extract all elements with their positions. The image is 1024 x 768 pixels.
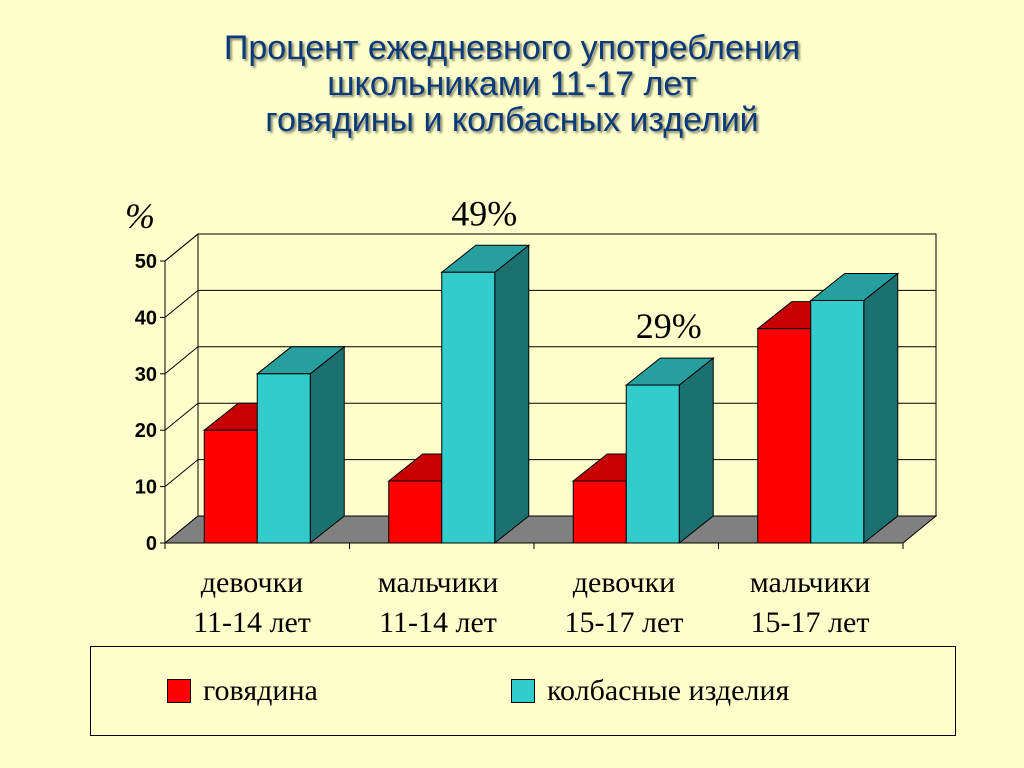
title-line-3: говядины и колбасных изделий bbox=[265, 101, 759, 139]
bar-beef-4 bbox=[757, 328, 812, 544]
legend-swatch-sausage bbox=[511, 679, 535, 703]
category-label-1: девочки 11-14 лет bbox=[152, 563, 352, 643]
bar-sausage-3 bbox=[625, 384, 680, 544]
y-tick-label-50: 50 bbox=[135, 251, 157, 273]
category-label-3: девочки 15-17 лет bbox=[524, 563, 724, 643]
category-label-2-line1: мальчики bbox=[377, 566, 499, 599]
legend-label-beef: говядина bbox=[203, 674, 318, 707]
y-axis-label: % bbox=[125, 196, 155, 236]
category-label-2: мальчики 11-14 лет bbox=[338, 563, 538, 643]
category-label-1-line1: девочки bbox=[200, 566, 304, 599]
legend-item-sausage: колбасные изделия bbox=[511, 673, 789, 709]
category-label-4-line2: 15-17 лет bbox=[750, 606, 870, 639]
gridline-side-20 bbox=[164, 402, 199, 431]
bar-sausage-4 bbox=[810, 299, 865, 544]
category-label-4-line1: мальчики bbox=[749, 566, 871, 599]
gridline-side-40 bbox=[164, 290, 199, 318]
legend-swatch-beef bbox=[167, 679, 191, 703]
category-label-3-line2: 15-17 лет bbox=[564, 606, 684, 639]
gridline-side-30 bbox=[164, 346, 199, 375]
bar-sausage-1-side bbox=[309, 345, 345, 545]
legend-item-beef: говядина bbox=[167, 673, 318, 709]
annotation-1: 49% bbox=[451, 193, 517, 233]
y-tick-label-0: 0 bbox=[146, 533, 157, 555]
category-label-3-line1: девочки bbox=[572, 566, 676, 599]
bar-sausage-1 bbox=[256, 373, 311, 544]
category-label-2-line2: 11-14 лет bbox=[379, 606, 497, 639]
gridline-side-50 bbox=[164, 233, 199, 262]
y-tick-label-30: 30 bbox=[135, 364, 157, 386]
gridline-side-10 bbox=[164, 459, 199, 487]
bar-sausage-2 bbox=[441, 271, 496, 544]
chart-title: Процент ежедневного употребления школьни… bbox=[0, 30, 1024, 138]
bar-sausage-4-side bbox=[863, 272, 899, 545]
bar-beef-3 bbox=[572, 480, 627, 544]
title-line-1: Процент ежедневного употребления bbox=[223, 29, 801, 67]
chart-side-wall bbox=[164, 232, 199, 545]
legend-label-sausage: колбасные изделия bbox=[547, 674, 790, 707]
bar-beef-2 bbox=[388, 480, 443, 544]
category-label-4: мальчики 15-17 лет bbox=[710, 563, 910, 643]
y-tick-label-20: 20 bbox=[135, 420, 157, 442]
bar-beef-1 bbox=[203, 429, 258, 544]
title-line-2: школьниками 11-17 лет bbox=[327, 65, 697, 103]
category-label-1-line2: 11-14 лет bbox=[193, 606, 311, 639]
bar-sausage-2-side bbox=[494, 244, 530, 545]
y-tick-label-40: 40 bbox=[135, 307, 157, 329]
annotation-2: 29% bbox=[636, 306, 702, 346]
y-tick-label-10: 10 bbox=[135, 477, 157, 499]
bar-sausage-3-side bbox=[678, 357, 714, 545]
chart-legend: говядина колбасные изделия bbox=[90, 646, 956, 736]
